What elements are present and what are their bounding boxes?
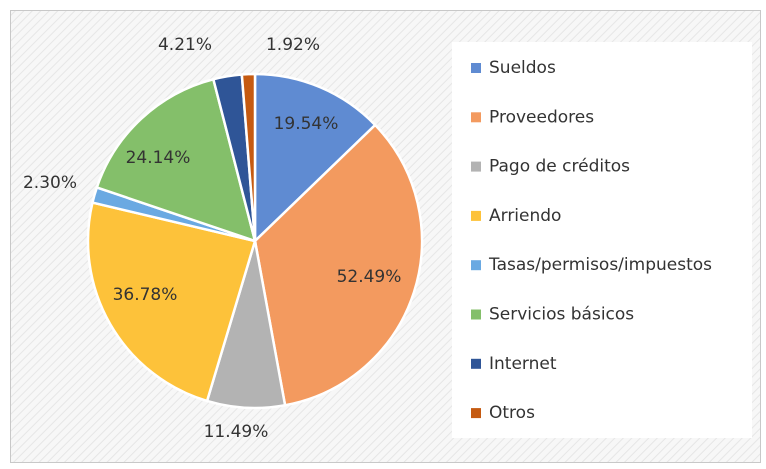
pie <box>86 72 424 410</box>
legend-label: Servicios básicos <box>489 305 634 325</box>
legend-swatch <box>471 63 481 73</box>
data-label: 24.14% <box>126 148 191 168</box>
data-label: 52.49% <box>337 267 402 287</box>
legend-swatch <box>471 309 481 320</box>
legend-label: Tasas/permisos/impuestos <box>488 255 712 275</box>
legend-swatch <box>471 161 481 172</box>
data-label: 36.78% <box>113 285 178 305</box>
data-label: 19.54% <box>274 114 339 134</box>
data-label: 1.92% <box>266 35 320 55</box>
legend-label: Sueldos <box>489 58 556 78</box>
legend-label: Proveedores <box>489 107 594 127</box>
legend: Sueldos Proveedores Pago de créditos Arrien… <box>471 58 712 423</box>
legend-label: Otros <box>489 403 535 423</box>
legend-swatch <box>471 358 481 369</box>
legend-swatch <box>471 260 481 271</box>
legend-box <box>452 42 752 438</box>
legend-swatch <box>471 112 481 123</box>
data-label: 4.21% <box>158 35 212 55</box>
pie-slice <box>253 123 424 407</box>
pie-slice <box>253 72 377 244</box>
legend-label: Internet <box>489 354 557 374</box>
pie-slice <box>240 72 257 242</box>
legend-swatch <box>471 210 481 221</box>
data-label: 2.30% <box>23 173 77 193</box>
data-label: 11.49% <box>204 422 269 442</box>
legend-label: Pago de créditos <box>489 157 630 177</box>
pie-slice <box>86 201 257 403</box>
legend-label: Arriendo <box>489 206 561 226</box>
pie-slice <box>95 77 257 243</box>
legend-swatch <box>471 408 481 419</box>
data-labels: 19.54% 52.49% 11.49% 36.78% 2.30% 24.14% 4.21%… <box>23 35 401 442</box>
